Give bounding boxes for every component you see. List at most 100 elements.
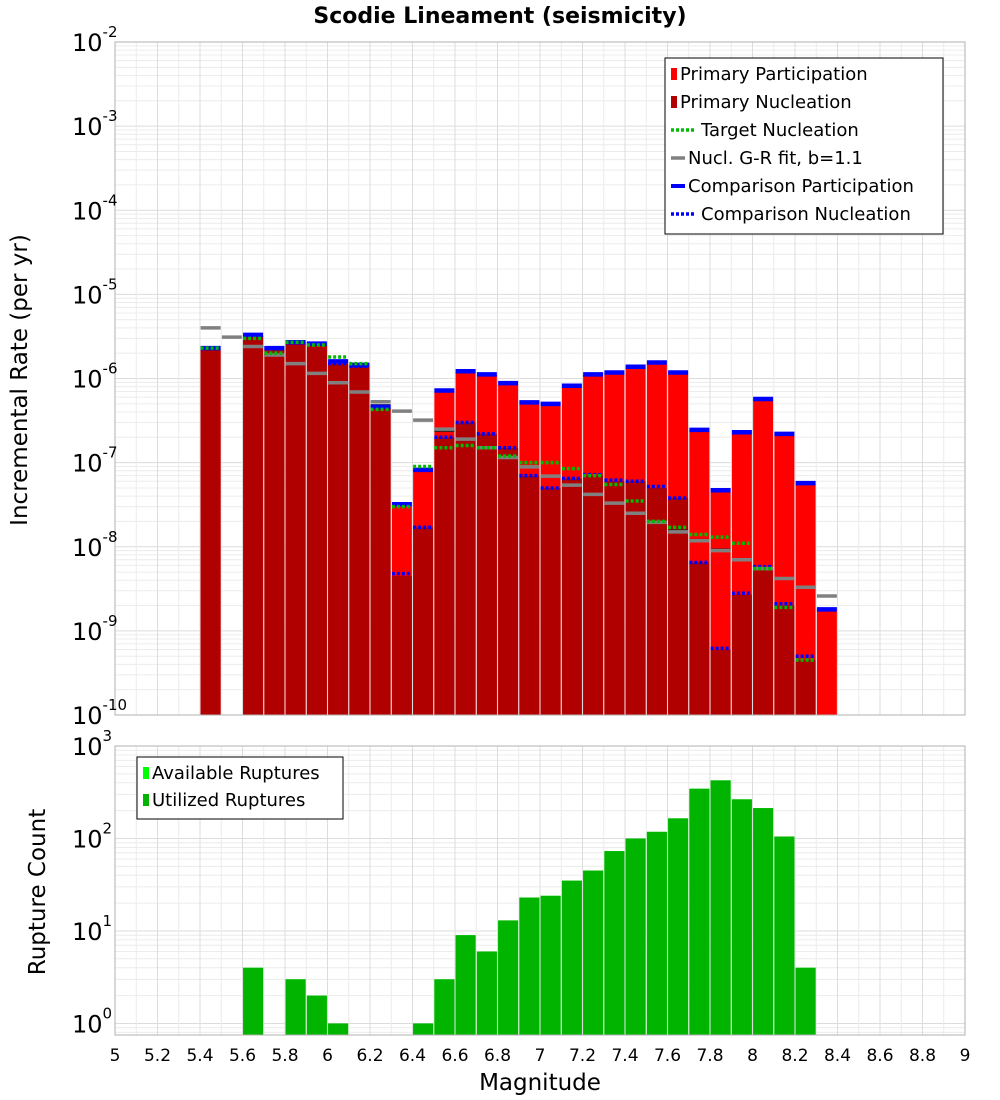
y-tick-label: 100 bbox=[72, 1004, 112, 1038]
y-tick-label: 10-3 bbox=[72, 107, 118, 141]
utilized-rupture-bar bbox=[583, 870, 604, 1035]
x-axis-label: Magnitude bbox=[479, 1070, 601, 1096]
legend-swatch bbox=[143, 767, 149, 779]
nucleation-bar bbox=[285, 342, 306, 715]
x-tick-label: 5.8 bbox=[271, 1046, 298, 1066]
nucleation-bar bbox=[306, 345, 327, 715]
legend-swatch bbox=[671, 68, 677, 80]
y-tick-label: 10-7 bbox=[72, 444, 118, 478]
nucleation-bar bbox=[604, 481, 625, 715]
nucleation-bar bbox=[476, 433, 497, 715]
utilized-rupture-bar bbox=[306, 995, 327, 1035]
utilized-rupture-bar bbox=[455, 935, 476, 1035]
utilized-rupture-bar bbox=[476, 951, 497, 1035]
y-tick-label: 103 bbox=[72, 727, 112, 761]
utilized-rupture-bar bbox=[646, 831, 667, 1035]
chart-title: Scodie Lineament (seismicity) bbox=[313, 4, 686, 29]
utilized-rupture-bar bbox=[243, 967, 264, 1035]
utilized-rupture-bar bbox=[668, 818, 689, 1035]
x-tick-label: 7.6 bbox=[654, 1046, 681, 1066]
y-tick-label: 10-2 bbox=[72, 23, 118, 57]
nucleation-bar bbox=[689, 562, 710, 715]
legend-label: Available Ruptures bbox=[152, 763, 320, 784]
legend-box bbox=[136, 756, 344, 820]
rate-panel: 10-10 10-9 10-8 10-7 10-6 10-5 10-4 10-3 10-2 Pri… bbox=[72, 23, 966, 730]
nucleation-bar bbox=[753, 568, 774, 715]
utilized-rupture-bar bbox=[285, 979, 306, 1035]
utilized-rupture-bar bbox=[795, 967, 816, 1035]
legend-box bbox=[664, 57, 944, 235]
x-tick-label: 6.2 bbox=[356, 1046, 383, 1066]
y-tick-label: 102 bbox=[72, 819, 112, 853]
nucleation-bar bbox=[731, 594, 752, 715]
utilized-rupture-bar bbox=[625, 838, 646, 1035]
x-tick-label: 5.2 bbox=[144, 1046, 171, 1066]
bottom-y-axis-label: Rupture Count bbox=[25, 809, 51, 975]
nucleation-bar bbox=[434, 437, 455, 715]
x-tick-label: 8.4 bbox=[824, 1046, 851, 1066]
x-tick-label: 9 bbox=[960, 1046, 971, 1066]
legend-label: Comparison Participation bbox=[688, 176, 914, 197]
legend-label: Primary Nucleation bbox=[680, 92, 852, 113]
utilized-rupture-bar bbox=[540, 895, 561, 1035]
x-tick-label: 8.2 bbox=[781, 1046, 808, 1066]
nucleation-bar bbox=[795, 660, 816, 715]
y-tick-label: 10-6 bbox=[72, 360, 118, 394]
nucleation-bar bbox=[243, 336, 264, 715]
x-tick-label: 6.4 bbox=[399, 1046, 426, 1066]
x-tick-label: 5.6 bbox=[229, 1046, 256, 1066]
nucleation-bar bbox=[625, 481, 646, 715]
rupture-count-panel: 100 101 102 103 Available Ruptures Utilized R… bbox=[72, 727, 970, 1066]
utilized-rupture-bar bbox=[604, 851, 625, 1035]
legend-swatch bbox=[671, 96, 677, 108]
nucleation-bar bbox=[646, 487, 667, 715]
x-tick-label: 7.8 bbox=[696, 1046, 723, 1066]
nucleation-bar bbox=[519, 475, 540, 715]
utilized-rupture-bar bbox=[328, 1023, 349, 1035]
utilized-rupture-bar bbox=[498, 920, 519, 1035]
utilized-rupture-bar bbox=[561, 880, 582, 1035]
y-tick-label: 101 bbox=[72, 912, 112, 946]
utilized-rupture-bar bbox=[774, 836, 795, 1035]
nucleation-bar bbox=[498, 447, 519, 715]
legend-label: Utilized Ruptures bbox=[152, 790, 305, 811]
x-tick-label: 7.4 bbox=[611, 1046, 638, 1066]
nucleation-bar bbox=[413, 527, 434, 715]
y-tick-label: 10-10 bbox=[72, 696, 127, 730]
utilized-rupture-bar bbox=[689, 788, 710, 1035]
nucleation-bar bbox=[710, 649, 731, 715]
participation-bar bbox=[816, 609, 837, 715]
utilized-rupture-bar bbox=[731, 799, 752, 1035]
nucleation-bar bbox=[349, 366, 370, 715]
x-tick-label: 6.6 bbox=[441, 1046, 468, 1066]
legend-label: Nucl. G-R fit, b=1.1 bbox=[688, 148, 863, 169]
legend-label: Comparison Nucleation bbox=[701, 204, 911, 225]
x-tick-label: 5 bbox=[110, 1046, 121, 1066]
x-tick-label: 6.8 bbox=[484, 1046, 511, 1066]
top-y-axis-label: Incremental Rate (per yr) bbox=[7, 234, 33, 526]
x-tick-label: 5.4 bbox=[186, 1046, 213, 1066]
utilized-rupture-bar bbox=[753, 808, 774, 1035]
x-tick-label: 7 bbox=[535, 1046, 546, 1066]
plot-frame bbox=[114, 41, 966, 716]
y-tick-label: 10-5 bbox=[72, 275, 118, 309]
nucleation-bar bbox=[561, 478, 582, 715]
utilized-rupture-bar bbox=[434, 979, 455, 1035]
legend-label: Target Nucleation bbox=[700, 120, 859, 141]
x-tick-label: 6 bbox=[322, 1046, 333, 1066]
plot-frame bbox=[114, 745, 966, 1036]
utilized-rupture-bar bbox=[519, 897, 540, 1035]
utilized-rupture-bar bbox=[413, 1023, 434, 1035]
x-tick-label: 8 bbox=[747, 1046, 758, 1066]
x-tick-label: 7.2 bbox=[569, 1046, 596, 1066]
utilized-rupture-bar bbox=[710, 780, 731, 1035]
x-tick-label: 8.6 bbox=[866, 1046, 893, 1066]
y-tick-label: 10-8 bbox=[72, 528, 118, 562]
nucleation-bar bbox=[391, 575, 412, 715]
y-tick-label: 10-4 bbox=[72, 191, 118, 225]
legend-label: Primary Participation bbox=[680, 64, 868, 85]
nucleation-bar bbox=[264, 349, 285, 715]
nucleation-bar bbox=[583, 475, 604, 715]
nucleation-bar bbox=[328, 363, 349, 715]
nucleation-bar bbox=[200, 349, 221, 715]
